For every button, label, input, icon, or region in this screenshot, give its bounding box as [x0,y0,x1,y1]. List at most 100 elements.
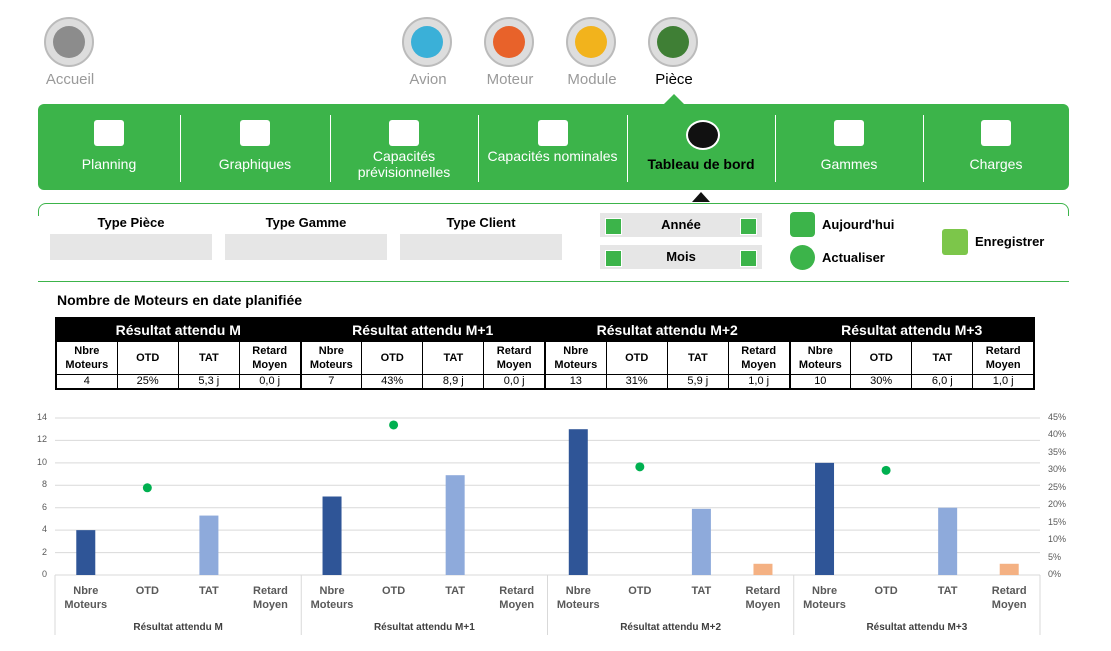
nav-label: Accueil [45,71,95,88]
y2-tick-label: 25% [1048,481,1067,492]
y-tick-label: 2 [41,546,47,557]
bar [753,563,773,575]
nav-icon [484,17,534,67]
value-cell: 0,0 j [483,373,547,390]
bar [691,508,711,575]
filter-input[interactable] [225,234,387,260]
subheader-cell: Retard Moyen [972,340,1036,375]
y-tick-label: 4 [41,524,47,535]
tab[interactable]: Gammes [775,104,923,190]
nav-item[interactable]: Pièce [624,15,724,90]
bar [322,496,342,575]
tab-pointer [692,192,710,202]
tab[interactable]: Capacités prévisionnelles [330,104,478,190]
y2-tick-label: 20% [1048,499,1067,510]
action-icon[interactable] [790,212,815,237]
filter-panel-bottom [38,281,1069,282]
x-tick-label: TAT [691,585,712,597]
y2-tick-label: 15% [1048,516,1067,527]
tab-separator [330,115,331,182]
action-label[interactable]: Actualiser [822,250,885,265]
y2-tick-label: 10% [1048,534,1067,545]
y2-tick-label: 30% [1048,464,1067,475]
filter-input[interactable] [50,234,212,260]
period-selector: Mois [600,245,762,269]
y-tick-label: 6 [41,501,47,512]
tab-icon [686,120,720,150]
tab-icon [834,120,864,146]
group-label: Résultat attendu M+1 [373,622,475,633]
tab-label: Charges [969,156,1023,172]
filter-input[interactable] [400,234,562,260]
tab[interactable]: Charges [923,104,1069,190]
tab-label: Capacités nominales [487,148,618,164]
nav-icon-inner [493,26,525,58]
next-button[interactable] [740,250,757,267]
group-header: Résultat attendu M [55,317,302,342]
subheader-cell: Nbre Moteurs [54,340,118,375]
x-tick-label: Retard Moyen [745,585,781,611]
tab-icon [240,120,270,146]
value-cell: 7 [299,373,363,390]
tab-label: Tableau de bord [647,156,755,172]
group-header: Résultat attendu M+2 [544,317,791,342]
group-label: Résultat attendu M [133,622,223,633]
value-cell: 0,0 j [238,373,302,390]
value-cell: 43% [361,373,424,390]
subheader-cell: Nbre Moteurs [543,340,607,375]
nav-item[interactable]: Module [542,15,642,90]
nav-label: Module [567,71,617,88]
table-subheader-row: Nbre Moteurs OTD TAT Retard Moyen Nbre Moteu… [54,340,1036,375]
tab-icon [94,120,124,146]
prev-button[interactable] [605,218,622,235]
tab[interactable]: Capacités nominales [478,104,627,190]
subheader-cell: OTD [850,340,913,375]
y-tick-label: 0 [41,569,47,579]
x-tick-label: OTD [381,585,406,597]
x-tick-label: Nbre Moteurs [556,585,600,611]
subheader-cell: TAT [422,340,485,375]
y2-tick-label: 40% [1048,429,1067,440]
action-label[interactable]: Aujourd'hui [822,217,895,232]
table-title: Nombre de Moteurs en date planifiée [57,292,303,308]
bar [815,462,835,575]
chart [54,417,1041,635]
x-tick-label: OTD [628,585,652,597]
subheader-cell: Retard Moyen [483,340,547,375]
save-label[interactable]: Enregistrer [975,234,1045,249]
tab[interactable]: Planning [38,104,180,190]
nav-item[interactable]: Avion [378,15,478,90]
tab[interactable]: Tableau de bord [627,104,775,190]
value-cell: 8,9 j [422,373,485,390]
value-cell: 1,0 j [972,373,1036,390]
prev-button[interactable] [605,250,622,267]
y2-tick-label: 45% [1048,412,1067,422]
save-checkbox[interactable] [942,229,968,255]
bar [938,507,958,575]
tab-separator [180,115,181,182]
x-tick-label: Nbre Moteurs [64,585,108,611]
y-tick-label: 8 [41,479,47,490]
group-header: Résultat attendu M+3 [788,317,1035,342]
value-cell: 4 [54,373,118,390]
tab-separator [775,115,776,182]
otd-dot [142,483,152,493]
nav-icon [44,17,94,67]
value-cell: 5,9 j [666,373,729,390]
next-button[interactable] [740,218,757,235]
subheader-cell: Retard Moyen [238,340,302,375]
period-label: Année [661,217,701,232]
otd-dot [881,465,891,475]
action-icon[interactable] [790,245,815,270]
subheader-cell: Nbre Moteurs [788,340,852,375]
value-cell: 31% [605,373,668,390]
nav-item[interactable]: Accueil [20,15,120,90]
nav-item[interactable]: Moteur [460,15,560,90]
filter-label: Type Pièce [97,215,165,230]
tab[interactable]: Graphiques [180,104,330,190]
tab-label: Graphiques [218,156,292,172]
tab-icon [537,120,568,146]
bar [445,475,465,575]
value-cell: 10 [788,373,852,390]
